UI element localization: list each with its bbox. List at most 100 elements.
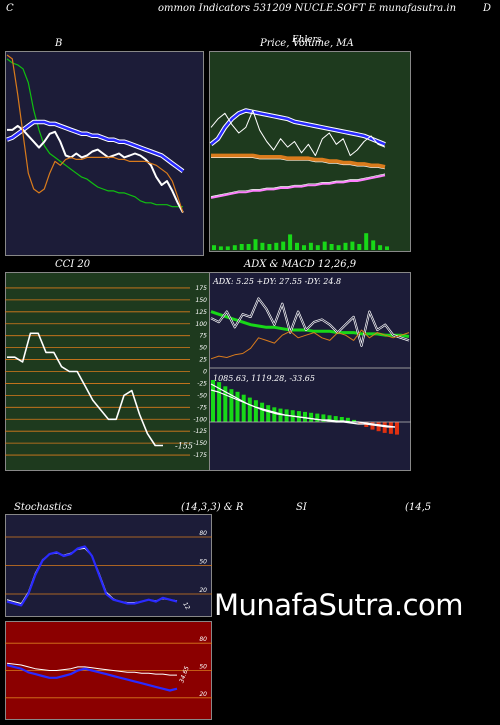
- cci-tick-label: -150: [193, 440, 207, 447]
- stoch-tick-label: 50: [199, 559, 207, 566]
- macd-histogram-bar: [303, 411, 307, 422]
- volume-bar: [232, 245, 237, 250]
- volume-bar: [371, 240, 376, 250]
- volume-bar: [267, 244, 272, 250]
- ma-blue-line: [210, 109, 386, 146]
- volume-bar: [295, 242, 299, 250]
- macd-histogram-bar: [211, 380, 215, 422]
- cci-tick-label: -175: [193, 452, 207, 459]
- volume-bar: [315, 245, 320, 250]
- watermark: MunafaSutra.com: [214, 588, 464, 622]
- plus-di-line-inner: [210, 298, 410, 347]
- stoch-panel-title: Stochastics: [14, 502, 72, 513]
- macd-histogram-bar: [223, 386, 228, 422]
- cci-tick-label: 0: [203, 369, 207, 376]
- panel-background: [209, 51, 411, 252]
- macd-histogram-bar: [358, 422, 363, 425]
- macd-histogram-bar: [278, 408, 283, 422]
- stoch-last-value: 12: [181, 601, 191, 611]
- cci-tick-label: 125: [196, 309, 208, 316]
- macd-histogram-bar: [315, 413, 320, 422]
- macd-histogram-bar: [253, 400, 258, 422]
- cci-tick-label: 175: [196, 285, 208, 292]
- cci-tick-label: -100: [193, 416, 207, 423]
- volume-bar: [212, 245, 216, 250]
- header-left-text: C: [6, 3, 14, 14]
- ehlers-overlap-label: Ehlers: [292, 35, 322, 45]
- cci-tick-label: -75: [197, 404, 207, 411]
- rsi-panel-title: SI: [296, 502, 307, 513]
- adx-values-text: ADX: 5.25 +DY: 27.55 -DY: 24.8: [212, 277, 341, 286]
- ma-pink-line: [210, 174, 386, 199]
- volume-bar: [378, 245, 383, 250]
- stoch-k-line: [6, 545, 178, 607]
- macd-histogram-bar: [309, 412, 314, 422]
- macd-histogram-bar: [266, 405, 271, 422]
- volume-bar: [336, 245, 341, 250]
- minus-di-line: [210, 329, 410, 360]
- volume-bar: [308, 242, 313, 250]
- bands-chart: [5, 51, 204, 256]
- rsi-tick-label: 50: [199, 664, 207, 671]
- volume-bar: [239, 244, 244, 250]
- macd-values-text: 1085.63, 1119.28, -33.65: [213, 374, 315, 383]
- stoch-tick-label: 80: [199, 530, 207, 537]
- panel-background: [5, 51, 204, 256]
- cci-chart: 175 150 125 100 75 50 25 0 -25 -50 -75 -100 -125 -150…: [5, 272, 212, 471]
- rsi-signal-line: [6, 662, 177, 676]
- macd-histogram-bar: [345, 417, 350, 422]
- adx-macd-panel-title: ADX & MACD 12,26,9: [244, 259, 357, 270]
- rsi-params: (14,5: [405, 502, 432, 513]
- volume-bar: [357, 244, 362, 250]
- panel-background: [209, 272, 411, 471]
- cci-line: [7, 332, 163, 447]
- macd-histogram-bar: [370, 422, 375, 430]
- macd-histogram-bar: [260, 402, 265, 422]
- volume-bar: [329, 244, 334, 250]
- macd-histogram-bar: [327, 415, 332, 422]
- volume-bar: [253, 239, 258, 250]
- macd-histogram-bar: [339, 417, 344, 422]
- volume-bar: [343, 242, 348, 250]
- macd-histogram-bar: [382, 422, 387, 433]
- volume-bar: [364, 233, 369, 250]
- volume-bar: [385, 246, 389, 250]
- cci-tick-label: -25: [197, 380, 207, 387]
- lower-band-line: [6, 54, 184, 213]
- stoch-params: (14,3,3) & R: [181, 502, 244, 513]
- cci-tick-label: 50: [199, 345, 207, 352]
- ma-white-inner: [211, 157, 386, 170]
- price-line: [7, 124, 184, 214]
- macd-histogram-bar: [333, 416, 338, 422]
- price-panel-title: Price, Volume, MA: [260, 38, 354, 49]
- macd-histogram-bar: [321, 414, 326, 422]
- cci-tick-label: -50: [197, 392, 207, 399]
- volume-bar: [322, 241, 327, 250]
- cci-last-value: -155: [175, 442, 193, 451]
- macd-histogram-bar: [241, 394, 246, 422]
- macd-histogram-bar: [235, 391, 240, 422]
- cci-tick-label: 150: [196, 297, 208, 304]
- bands-panel-title: B: [55, 38, 63, 49]
- header-right-text: D: [483, 3, 492, 14]
- ma-orange-line: [211, 153, 386, 169]
- cci-tick-label: 75: [199, 333, 207, 340]
- volume-bar: [218, 246, 223, 250]
- cci-panel-title: CCI 20: [55, 259, 91, 270]
- adx-macd-chart: ADX: 5.25 +DY: 27.55 -DY: 24.8 1085.63, 1…: [209, 272, 411, 471]
- macd-histogram-bar: [272, 407, 277, 422]
- header-title: ommon Indicators 531209 NUCLE.SOFT E mun…: [158, 3, 457, 14]
- cci-tick-label: 100: [196, 321, 208, 328]
- rsi-tick-label: 80: [199, 636, 207, 643]
- rsi-tick-label: 20: [199, 691, 207, 698]
- middle-band-line: [6, 120, 184, 173]
- stoch-tick-label: 20: [199, 587, 207, 594]
- volume-bar: [281, 241, 286, 250]
- volume-bar: [246, 244, 251, 250]
- ma-white-outer: [210, 173, 386, 197]
- macd-histogram-bar: [229, 389, 234, 422]
- macd-histogram-bar: [395, 422, 399, 435]
- cci-tick-label: -125: [193, 428, 207, 435]
- macd-histogram-bar: [217, 382, 222, 422]
